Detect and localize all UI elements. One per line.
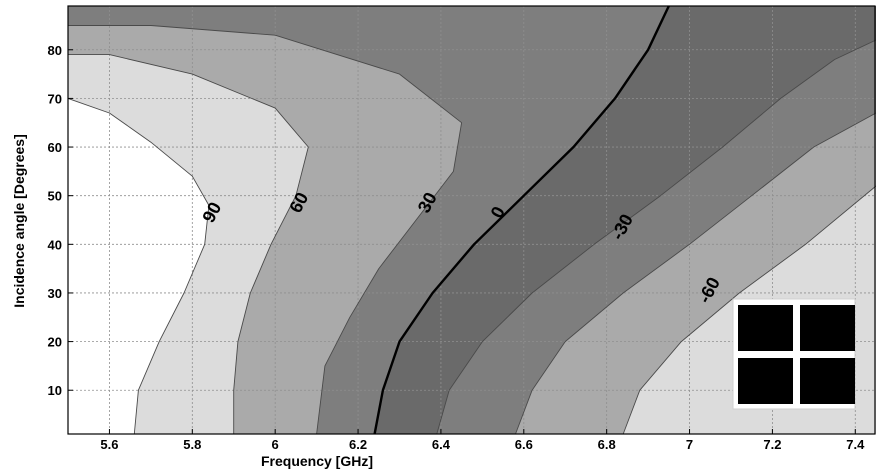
y-tick-label: 20 xyxy=(48,335,62,350)
x-tick-label: 6.8 xyxy=(598,437,616,452)
x-tick-label: 7.2 xyxy=(763,437,781,452)
x-tick-label: 7.4 xyxy=(846,437,865,452)
x-tick-label: 5.8 xyxy=(183,437,201,452)
contour-lines xyxy=(67,5,876,435)
inset-square xyxy=(738,305,793,351)
inset-square xyxy=(738,358,793,404)
plot-frame xyxy=(67,5,876,435)
x-tick-label: 7 xyxy=(686,437,693,452)
x-tick-label: 6.6 xyxy=(515,437,533,452)
y-tick-label: 40 xyxy=(48,237,62,252)
x-tick-label: 5.6 xyxy=(100,437,118,452)
y-tick-label: 30 xyxy=(48,286,62,301)
y-tick-label: 50 xyxy=(48,189,62,204)
contour-line-60 xyxy=(68,54,309,434)
contour-line-30 xyxy=(68,25,463,435)
y-tick-label: 70 xyxy=(48,91,62,106)
inset-square xyxy=(800,358,855,404)
x-axis-ticks: 5.6 5.8 6 6.2 6.4 6.6 6.8 7 7.2 7.4 xyxy=(100,429,865,452)
contour-line-minus-90 xyxy=(622,185,876,435)
x-tick-label: 6 xyxy=(272,437,279,452)
contour-line-minus-30 xyxy=(436,39,876,435)
contour-line-minus-60 xyxy=(515,112,876,435)
x-axis-label: Frequency [GHz] xyxy=(261,453,373,469)
x-tick-label: 6.4 xyxy=(432,437,451,452)
y-axis-label: Incidence angle [Degrees] xyxy=(11,134,27,308)
contour-line-90 xyxy=(67,97,210,435)
inset-square xyxy=(800,305,855,351)
contour-line-0 xyxy=(373,5,670,435)
y-tick-label: 10 xyxy=(48,383,62,398)
x-tick-label: 6.2 xyxy=(349,437,367,452)
unit-cell-inset xyxy=(732,298,856,410)
y-axis-ticks: 10 20 30 40 50 60 70 80 xyxy=(48,43,73,398)
y-tick-label: 60 xyxy=(48,140,62,155)
y-tick-label: 80 xyxy=(48,43,62,58)
grid-lines xyxy=(68,6,876,434)
